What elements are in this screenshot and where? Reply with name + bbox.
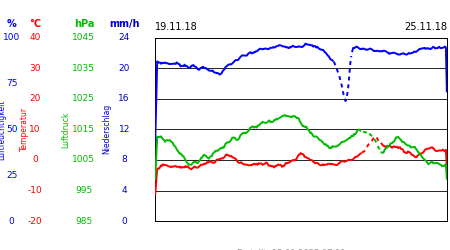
Text: 50: 50 bbox=[6, 125, 18, 134]
Text: 12: 12 bbox=[118, 125, 130, 134]
Text: 19.11.18: 19.11.18 bbox=[155, 22, 198, 32]
Text: -10: -10 bbox=[27, 186, 42, 195]
Text: 100: 100 bbox=[3, 33, 20, 42]
Text: 75: 75 bbox=[6, 79, 18, 88]
Text: mm/h: mm/h bbox=[109, 19, 140, 29]
Text: 995: 995 bbox=[75, 186, 92, 195]
Text: 20: 20 bbox=[29, 94, 40, 103]
Text: 10: 10 bbox=[29, 125, 40, 134]
Text: 8: 8 bbox=[122, 156, 127, 164]
Text: 1005: 1005 bbox=[72, 156, 95, 164]
Text: Temperatur: Temperatur bbox=[19, 107, 28, 152]
Text: 30: 30 bbox=[29, 64, 40, 72]
Text: 20: 20 bbox=[118, 64, 130, 72]
Text: hPa: hPa bbox=[74, 19, 94, 29]
Text: °C: °C bbox=[29, 19, 41, 29]
Text: -20: -20 bbox=[27, 217, 42, 226]
Text: 40: 40 bbox=[29, 33, 40, 42]
Text: 4: 4 bbox=[122, 186, 127, 195]
Text: 25.11.18: 25.11.18 bbox=[404, 22, 447, 32]
Text: %: % bbox=[7, 19, 17, 29]
Text: 0: 0 bbox=[32, 156, 38, 164]
Text: 1035: 1035 bbox=[72, 64, 95, 72]
Text: 0: 0 bbox=[122, 217, 127, 226]
Text: 25: 25 bbox=[6, 171, 18, 180]
Text: 0: 0 bbox=[9, 217, 14, 226]
Text: 1015: 1015 bbox=[72, 125, 95, 134]
Text: 16: 16 bbox=[118, 94, 130, 103]
Text: 1045: 1045 bbox=[72, 33, 95, 42]
Text: Luftfeuchtigkeit: Luftfeuchtigkeit bbox=[0, 99, 6, 160]
Text: Erstellt: 15.01.2025 07:11: Erstellt: 15.01.2025 07:11 bbox=[237, 249, 346, 250]
Text: 24: 24 bbox=[119, 33, 130, 42]
Text: 1025: 1025 bbox=[72, 94, 95, 103]
Text: Luftdruck: Luftdruck bbox=[62, 111, 71, 148]
Text: Niederschlag: Niederschlag bbox=[102, 104, 111, 154]
Text: 985: 985 bbox=[75, 217, 92, 226]
